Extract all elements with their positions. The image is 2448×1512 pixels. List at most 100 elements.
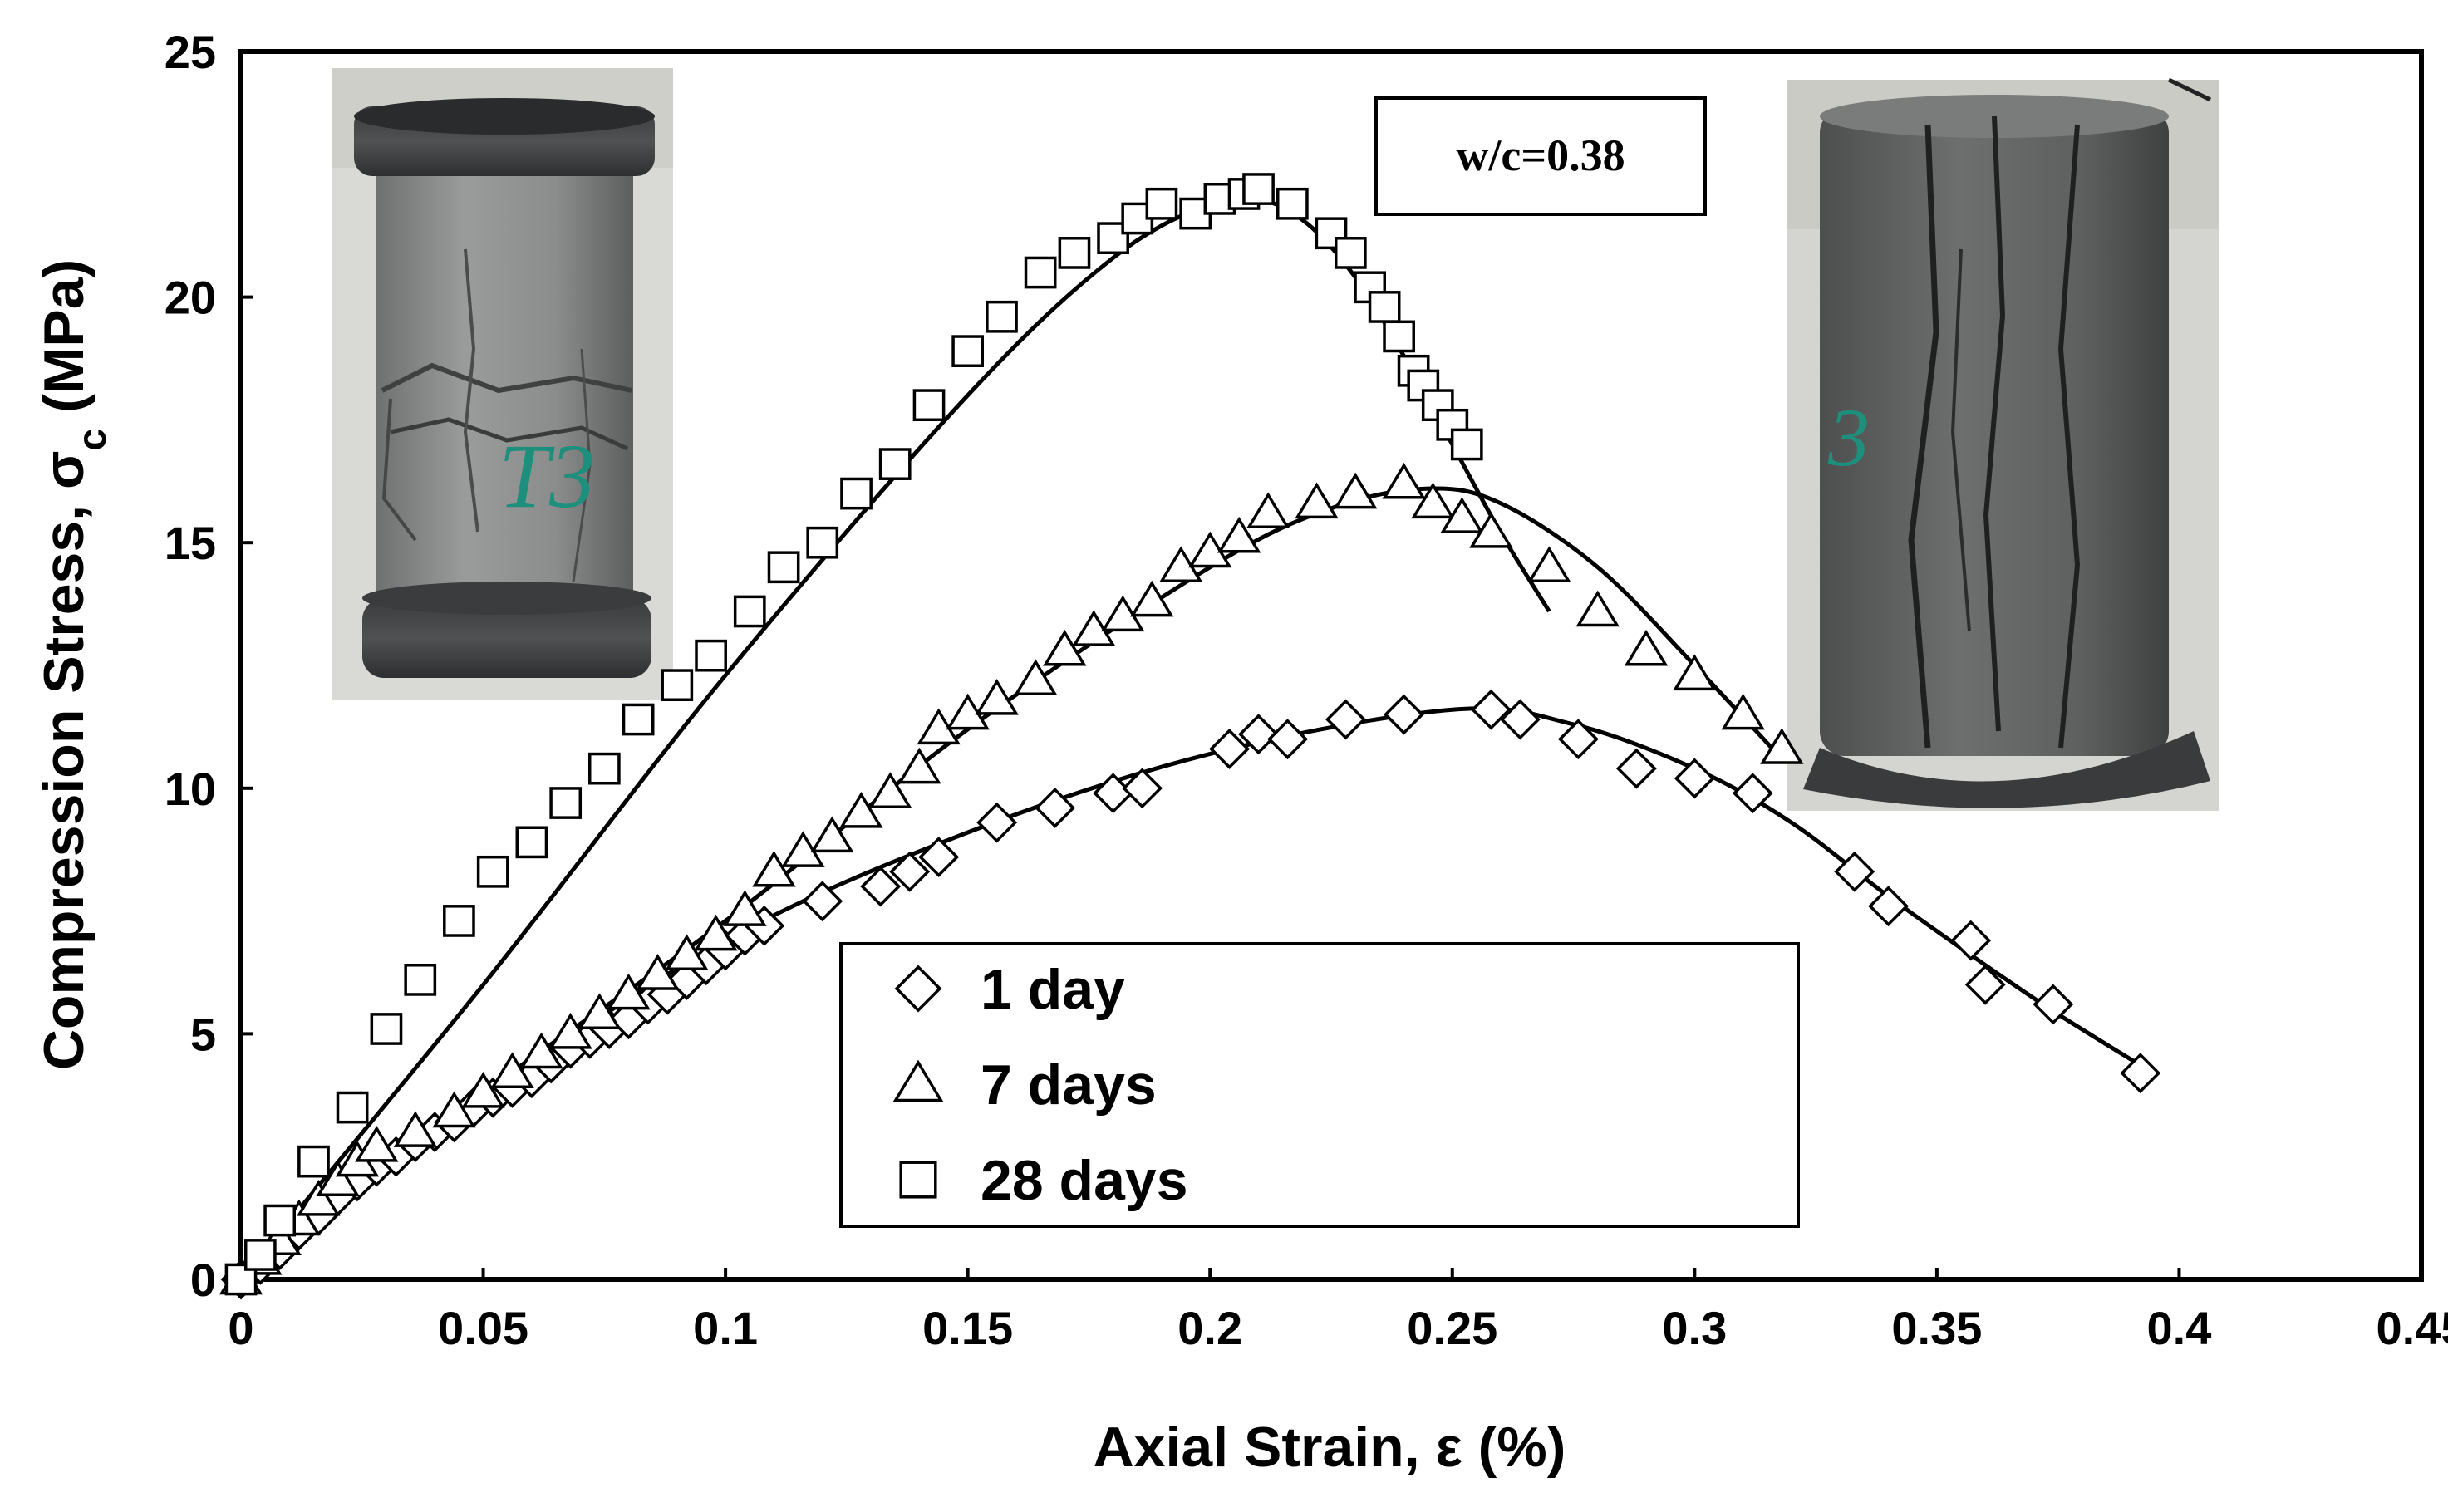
data-point-28-days [1334, 237, 1367, 269]
data-point-1-day [1238, 714, 1280, 755]
data-point-28-days [336, 1091, 369, 1124]
data-point-1-day [976, 802, 1018, 843]
data-point-7-days [432, 1091, 476, 1128]
data-point-1-day [1834, 851, 1875, 892]
data-point-28-days [1145, 187, 1178, 220]
data-point-1-day [1209, 729, 1251, 769]
data-point-7-days [975, 678, 1019, 715]
data-point-7-days [1673, 654, 1717, 691]
data-point-7-days [297, 1180, 341, 1216]
data-point-7-days [548, 1012, 592, 1049]
data-point-7-days [355, 1125, 399, 1162]
data-point-28-days [370, 1013, 403, 1045]
data-point-28-days [840, 477, 873, 510]
legend-label-1-day: 1 day [981, 958, 1125, 1021]
data-point-28-days [912, 389, 946, 422]
data-point-7-days [1333, 472, 1378, 509]
legend-marker-7-days [892, 1059, 944, 1102]
y-tick-label: 25 [165, 26, 216, 78]
data-point-1-day [1557, 719, 1599, 760]
data-point-28-days [476, 855, 509, 888]
data-point-1-day [1868, 886, 1910, 927]
data-point-28-days [1058, 237, 1091, 269]
data-point-7-days [839, 791, 883, 828]
data-point-1-day [889, 851, 931, 892]
specimen-photo-right: 3 [1787, 77, 2219, 811]
specimen-marking-left: T3 [499, 425, 595, 527]
data-point-7-days [519, 1032, 563, 1069]
x-axis-title: Axial Strain, ε (%) [1094, 1416, 1566, 1479]
legend-label-7-days: 7 days [981, 1053, 1157, 1117]
data-point-28-days [1368, 291, 1401, 323]
data-point-7-days [1217, 516, 1261, 553]
data-point-1-day [1950, 920, 1992, 961]
legend-marker-28-days [899, 1161, 937, 1199]
data-point-7-days [578, 993, 622, 1030]
data-point-28-days [263, 1204, 296, 1237]
data-point-28-days [951, 335, 985, 367]
data-point-28-days [515, 826, 548, 859]
data-point-28-days [297, 1145, 330, 1178]
data-point-28-days [243, 1239, 277, 1271]
data-point-1-day [1732, 773, 1773, 814]
data-point-1-day [1964, 964, 2006, 1005]
data-point-28-days [1383, 320, 1415, 353]
specimen-photo-left: T3 [332, 68, 673, 700]
x-tick-label: 0.45 [2377, 1302, 2448, 1354]
data-point-7-days [461, 1071, 505, 1108]
data-point-7-days [490, 1052, 534, 1088]
y-tick-label: 20 [165, 272, 216, 324]
legend-marker-1-day [894, 965, 942, 1013]
data-point-1-day [1267, 719, 1308, 760]
data-point-7-days [1014, 659, 1058, 695]
x-tick-label: 0.25 [1407, 1302, 1497, 1354]
data-point-28-days [1242, 173, 1275, 205]
data-point-28-days [549, 787, 583, 819]
axis-tick-labels: 0 0.05 0.1 0.15 0.2 0.25 0.3 0.35 0.4 0.45 0 5 10 15 2… [165, 26, 2448, 1354]
data-point-1-day [1499, 699, 1541, 740]
data-point-28-days [695, 639, 727, 672]
data-point-7-days [723, 890, 767, 926]
x-tick-label: 0 [228, 1302, 253, 1354]
data-point-7-days [694, 914, 738, 951]
data-point-7-days [636, 954, 680, 990]
data-point-7-days [868, 772, 912, 808]
x-tick-label: 0.3 [1662, 1302, 1727, 1354]
data-point-7-days [1575, 590, 1620, 627]
data-point-28-days [986, 300, 1018, 333]
x-tick-label: 0.15 [922, 1302, 1013, 1354]
data-markers [219, 173, 2161, 1300]
data-point-1-day [1325, 699, 1366, 740]
y-tick-label: 10 [165, 763, 216, 815]
y-axis-title: Compression Stress, σc (MPa) [32, 259, 115, 1070]
data-point-1-day [860, 866, 902, 907]
data-point-28-days [587, 752, 621, 785]
data-point-7-days [1721, 693, 1765, 730]
legend-label-28-days: 28 days [981, 1149, 1188, 1212]
data-point-1-day [1035, 787, 1076, 828]
data-point-28-days [878, 448, 912, 480]
data-point-7-days [607, 973, 651, 1010]
x-tick-label: 0.1 [693, 1302, 758, 1354]
data-point-1-day [1615, 748, 1657, 789]
data-point-28-days [767, 551, 800, 584]
specimen-marking-right: 3 [1827, 391, 1870, 484]
data-point-28-days [1315, 217, 1348, 250]
data-point-7-days [316, 1160, 360, 1197]
x-tick-label: 0.4 [2147, 1302, 2212, 1354]
data-point-28-days [733, 595, 766, 628]
annotation-box: w/c=0.38 [1374, 96, 1707, 216]
legend: 1 day 7 days 28 days [839, 942, 1800, 1228]
data-point-7-days [1624, 629, 1669, 666]
x-tick-label: 0.05 [438, 1302, 528, 1354]
data-point-1-day [1674, 758, 1715, 799]
data-point-7-days [665, 934, 709, 971]
data-point-7-days [1440, 497, 1484, 533]
data-point-28-days [443, 905, 475, 937]
data-point-1-day [1470, 689, 1512, 730]
data-point-7-days [1246, 492, 1290, 528]
data-point-1-day [2033, 984, 2074, 1025]
data-point-1-day [802, 881, 843, 922]
